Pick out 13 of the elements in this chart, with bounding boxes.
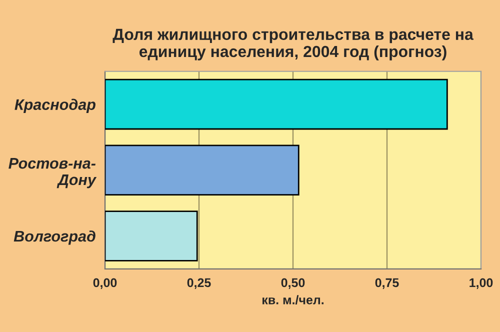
x-tick-label: 0,00 [93,278,117,289]
y-tick-label: Ростов-на-Дону [8,158,97,188]
y-tick-label: Краснодар [14,98,96,114]
y-tick-label: Волгоград [14,230,96,245]
x-tick-label: 1,00 [470,278,493,289]
x-tick-label: 0,25 [187,278,211,289]
bar [105,78,448,130]
bar [105,210,198,262]
chart-title: Доля жилищного строительства в расчете на единицу населения, 2004 год (прогноз) [112,28,474,60]
x-axis-title: кв. м./чел. [262,295,324,304]
x-tick-label: 0,50 [281,278,305,289]
bar [105,144,300,196]
x-tick-label: 0,75 [375,278,399,289]
